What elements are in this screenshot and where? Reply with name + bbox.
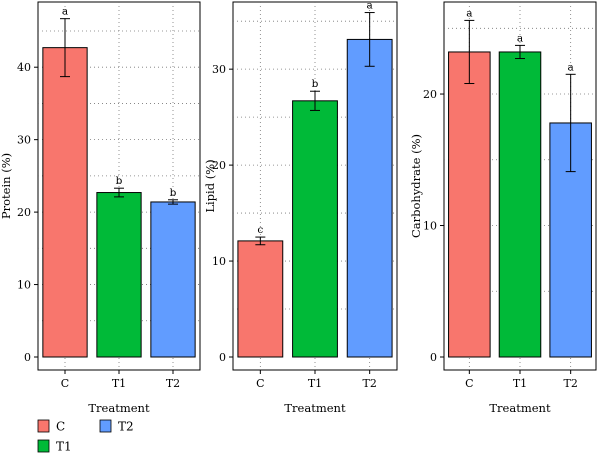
significance-label: c — [257, 224, 263, 236]
x-tick-label: T2 — [362, 377, 376, 390]
significance-label: a — [568, 61, 574, 73]
x-tick-label: T1 — [513, 377, 527, 390]
bar-T1 — [292, 100, 338, 358]
legend-swatch — [37, 419, 50, 433]
x-tick-label: T2 — [166, 377, 180, 390]
y-tick-label: 30 — [17, 134, 31, 147]
y-tick-label: 20 — [423, 88, 437, 101]
x-tick-label: C — [465, 377, 473, 390]
legend-item-T2: T2 — [99, 419, 134, 434]
legend-item-C: C — [37, 419, 65, 434]
y-axis-title: Protein (%) — [0, 153, 13, 219]
y-tick-label: 20 — [17, 206, 31, 219]
x-tick-label: C — [256, 377, 264, 390]
bar-T1 — [498, 51, 542, 358]
x-tick-label: T1 — [112, 377, 126, 390]
chart-panel-2: 0 10 20 30 c Cb T1 a T2 Treatment Lipid (%) — [203, 0, 398, 415]
y-axis-title: Lipid (%) — [203, 159, 217, 212]
y-tick-label: 0 — [430, 351, 437, 364]
legend-label: T2 — [118, 420, 134, 434]
y-tick-label: 30 — [212, 63, 226, 76]
legend-label: T1 — [56, 440, 72, 454]
significance-label: b — [116, 175, 123, 187]
legend-item-T1: T1 — [37, 439, 72, 454]
y-tick-label: 40 — [17, 61, 31, 74]
significance-label: a — [367, 0, 373, 12]
legend: C T1 T2 — [37, 419, 134, 454]
y-tick-label: 0 — [24, 351, 31, 364]
legend-swatch — [99, 419, 112, 433]
legend-label: C — [56, 420, 65, 434]
y-tick-label: 0 — [219, 351, 226, 364]
y-axis-title: Carbohydrate (%) — [409, 134, 423, 238]
x-axis-title: Treatment — [88, 401, 150, 415]
y-tick-label: 10 — [17, 279, 31, 292]
bar-T2 — [150, 201, 196, 358]
bar-C — [42, 47, 88, 358]
chart-panel-1: 0 10 20 30 40 a Cb T1 b T2 Treatment Protein (%) — [0, 1, 201, 415]
x-axis-title: Treatment — [489, 401, 551, 415]
x-tick-label: C — [61, 377, 69, 390]
bar-C — [237, 240, 284, 358]
y-tick-label: 10 — [212, 255, 226, 268]
significance-label: b — [170, 187, 177, 199]
bar-T2 — [346, 38, 393, 358]
x-tick-label: T1 — [308, 377, 322, 390]
legend-swatch — [37, 439, 50, 453]
chart-panels: 0 10 20 30 40 a Cb T1 b T2 Treatment Protein (%) 0 10… — [0, 0, 597, 415]
x-axis-title: Treatment — [284, 401, 346, 415]
bar-T1 — [96, 192, 142, 358]
chart-panel-3: 0 10 20 a Ca T1 a T2 Treatment Carbohydrate (%) — [409, 1, 597, 415]
x-tick-label: T2 — [563, 377, 577, 390]
bar-C — [448, 51, 491, 358]
y-tick-label: 20 — [212, 159, 226, 172]
y-tick-label: 10 — [423, 220, 437, 233]
significance-label: a — [62, 6, 68, 18]
significance-label: a — [466, 7, 472, 19]
significance-label: b — [312, 78, 319, 90]
significance-label: a — [517, 32, 523, 44]
